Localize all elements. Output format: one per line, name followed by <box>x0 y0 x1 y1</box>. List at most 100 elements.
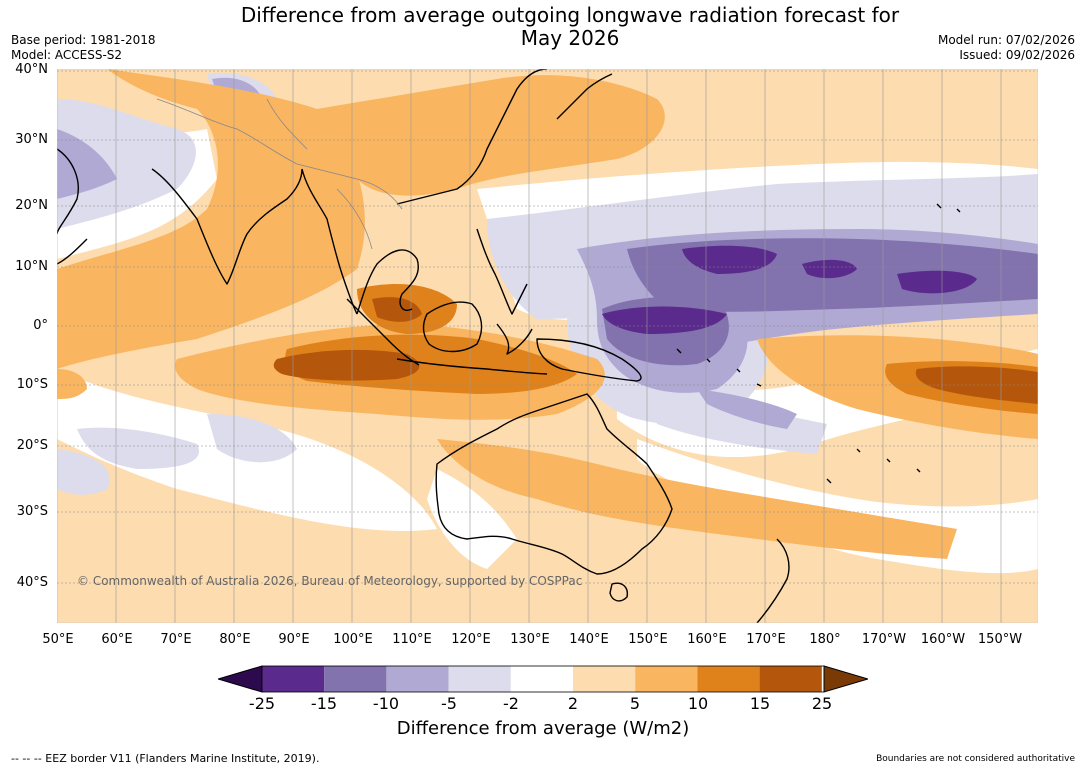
colorbar-segment <box>262 666 325 692</box>
colorbar-tick: 25 <box>811 694 833 713</box>
coast-new-zealand <box>756 538 790 623</box>
lat-label: 30°S <box>16 504 48 519</box>
title-line-2: May 2026 <box>520 26 620 50</box>
colorbar-segment <box>635 666 698 692</box>
base-period: Base period: 1981-2018 <box>11 33 156 47</box>
field-light-purple <box>647 389 827 454</box>
lon-label: 60°E <box>101 632 133 647</box>
coast-borneo <box>422 301 483 353</box>
field-darkest-purple <box>602 306 727 334</box>
meridians <box>57 69 1002 623</box>
issued-date: Issued: 09/02/2026 <box>959 48 1075 62</box>
field-light-purple <box>207 414 297 463</box>
field-medium-purple <box>57 129 117 199</box>
coast-japan <box>556 73 613 120</box>
lat-label: 40°N <box>15 62 48 77</box>
field-brown <box>273 349 420 381</box>
coast-new-guinea <box>536 338 642 382</box>
colorbar-segment <box>697 666 760 692</box>
coast-pacific-islands <box>676 203 961 484</box>
colorbar-extend-high <box>823 665 870 693</box>
field-brown <box>372 297 422 322</box>
disclaimer: Boundaries are not considered authoritat… <box>876 754 1075 764</box>
colorbar-segment <box>573 666 636 692</box>
lon-label: 170°W <box>861 632 907 647</box>
lon-label: 140°E <box>569 632 609 647</box>
coast-arabia <box>57 148 79 235</box>
colorbar-segment <box>759 666 822 692</box>
lon-label: 150°E <box>628 632 668 647</box>
map-panel <box>56 68 1039 624</box>
coast-arabia-south <box>57 238 88 265</box>
model-run: Model run: 07/02/2026 <box>937 33 1075 47</box>
field-darkest-purple <box>802 259 857 279</box>
field-darkest-purple <box>897 270 977 294</box>
coast-java <box>396 358 548 375</box>
copyright-notice: © Commonwealth of Australia 2026, Bureau… <box>77 574 583 588</box>
gridlines <box>57 70 1038 584</box>
lon-label: 50°E <box>42 632 74 647</box>
lon-label: 180° <box>809 632 841 647</box>
lat-label: 20°N <box>15 198 48 213</box>
coast-bengal <box>301 168 358 315</box>
colorbar-outline <box>261 665 825 693</box>
colorbar-tick: -5 <box>441 694 457 713</box>
coastlines <box>57 69 961 623</box>
colorbar-segment <box>448 666 511 692</box>
lon-label: 160°W <box>920 632 966 647</box>
field-medium-orange <box>437 439 957 559</box>
lon-label: 150°W <box>977 632 1023 647</box>
colorbar-tick: 15 <box>749 694 771 713</box>
coast-philippines <box>476 228 528 315</box>
coast-australia <box>435 393 673 575</box>
colorbar-tick: -25 <box>248 694 276 713</box>
border-lines <box>156 98 403 250</box>
title-line-1: Difference from average outgoing longwav… <box>240 3 900 27</box>
lon-label: 100°E <box>333 632 373 647</box>
colorbar-tick: 10 <box>687 694 709 713</box>
colorbar <box>216 664 870 694</box>
colorbar-svg <box>216 665 870 693</box>
colorbar-segment <box>510 666 573 692</box>
model-name: Model: ACCESS-S2 <box>11 48 123 62</box>
lat-label: 20°S <box>16 438 48 453</box>
coast-indochina <box>356 249 419 315</box>
colorbar-tick: -2 <box>503 694 519 713</box>
lat-label: 10°N <box>15 259 48 274</box>
coast-tasmania <box>609 582 629 602</box>
colorbar-tick: -15 <box>310 694 338 713</box>
lat-label: 40°S <box>16 575 48 590</box>
lon-label: 90°E <box>278 632 310 647</box>
colorbar-segment <box>324 666 387 692</box>
field-medium-orange <box>57 369 87 399</box>
field-white-region <box>637 439 1038 543</box>
field-white-region <box>427 469 517 569</box>
lon-label: 70°E <box>160 632 192 647</box>
anomaly-map <box>56 68 1039 624</box>
lon-label: 110°E <box>392 632 432 647</box>
coast-china <box>396 69 548 205</box>
coast-india <box>151 168 303 285</box>
field-light-purple <box>77 427 199 469</box>
colorbar-tick: -10 <box>372 694 400 713</box>
lat-label: 10°S <box>16 377 48 392</box>
field-brown <box>915 366 1038 404</box>
map-title: Difference from average outgoing longwav… <box>0 4 1085 50</box>
colorbar-tick: 5 <box>629 694 641 713</box>
metadata-left: Base period: 1981-2018 Model: ACCESS-S2 <box>11 33 156 63</box>
lon-label: 80°E <box>219 632 251 647</box>
colorbar-extend-low <box>216 665 263 693</box>
colorbar-segment <box>386 666 449 692</box>
lon-label: 130°E <box>510 632 550 647</box>
field-medium-orange <box>317 75 665 196</box>
eez-legend: -- -- -- EEZ border V11 (Flanders Marine… <box>11 752 320 765</box>
field-light-purple <box>57 449 110 495</box>
colorbar-tick: 2 <box>567 694 579 713</box>
metadata-right: Model run: 07/02/2026 Issued: 09/02/2026 <box>938 33 1075 63</box>
field-light-purple <box>57 99 196 229</box>
lat-label: 30°N <box>15 132 48 147</box>
lon-label: 120°E <box>451 632 491 647</box>
coast-sulawesi <box>496 323 533 355</box>
lon-label: 160°E <box>687 632 727 647</box>
lat-label: 0° <box>33 318 48 333</box>
